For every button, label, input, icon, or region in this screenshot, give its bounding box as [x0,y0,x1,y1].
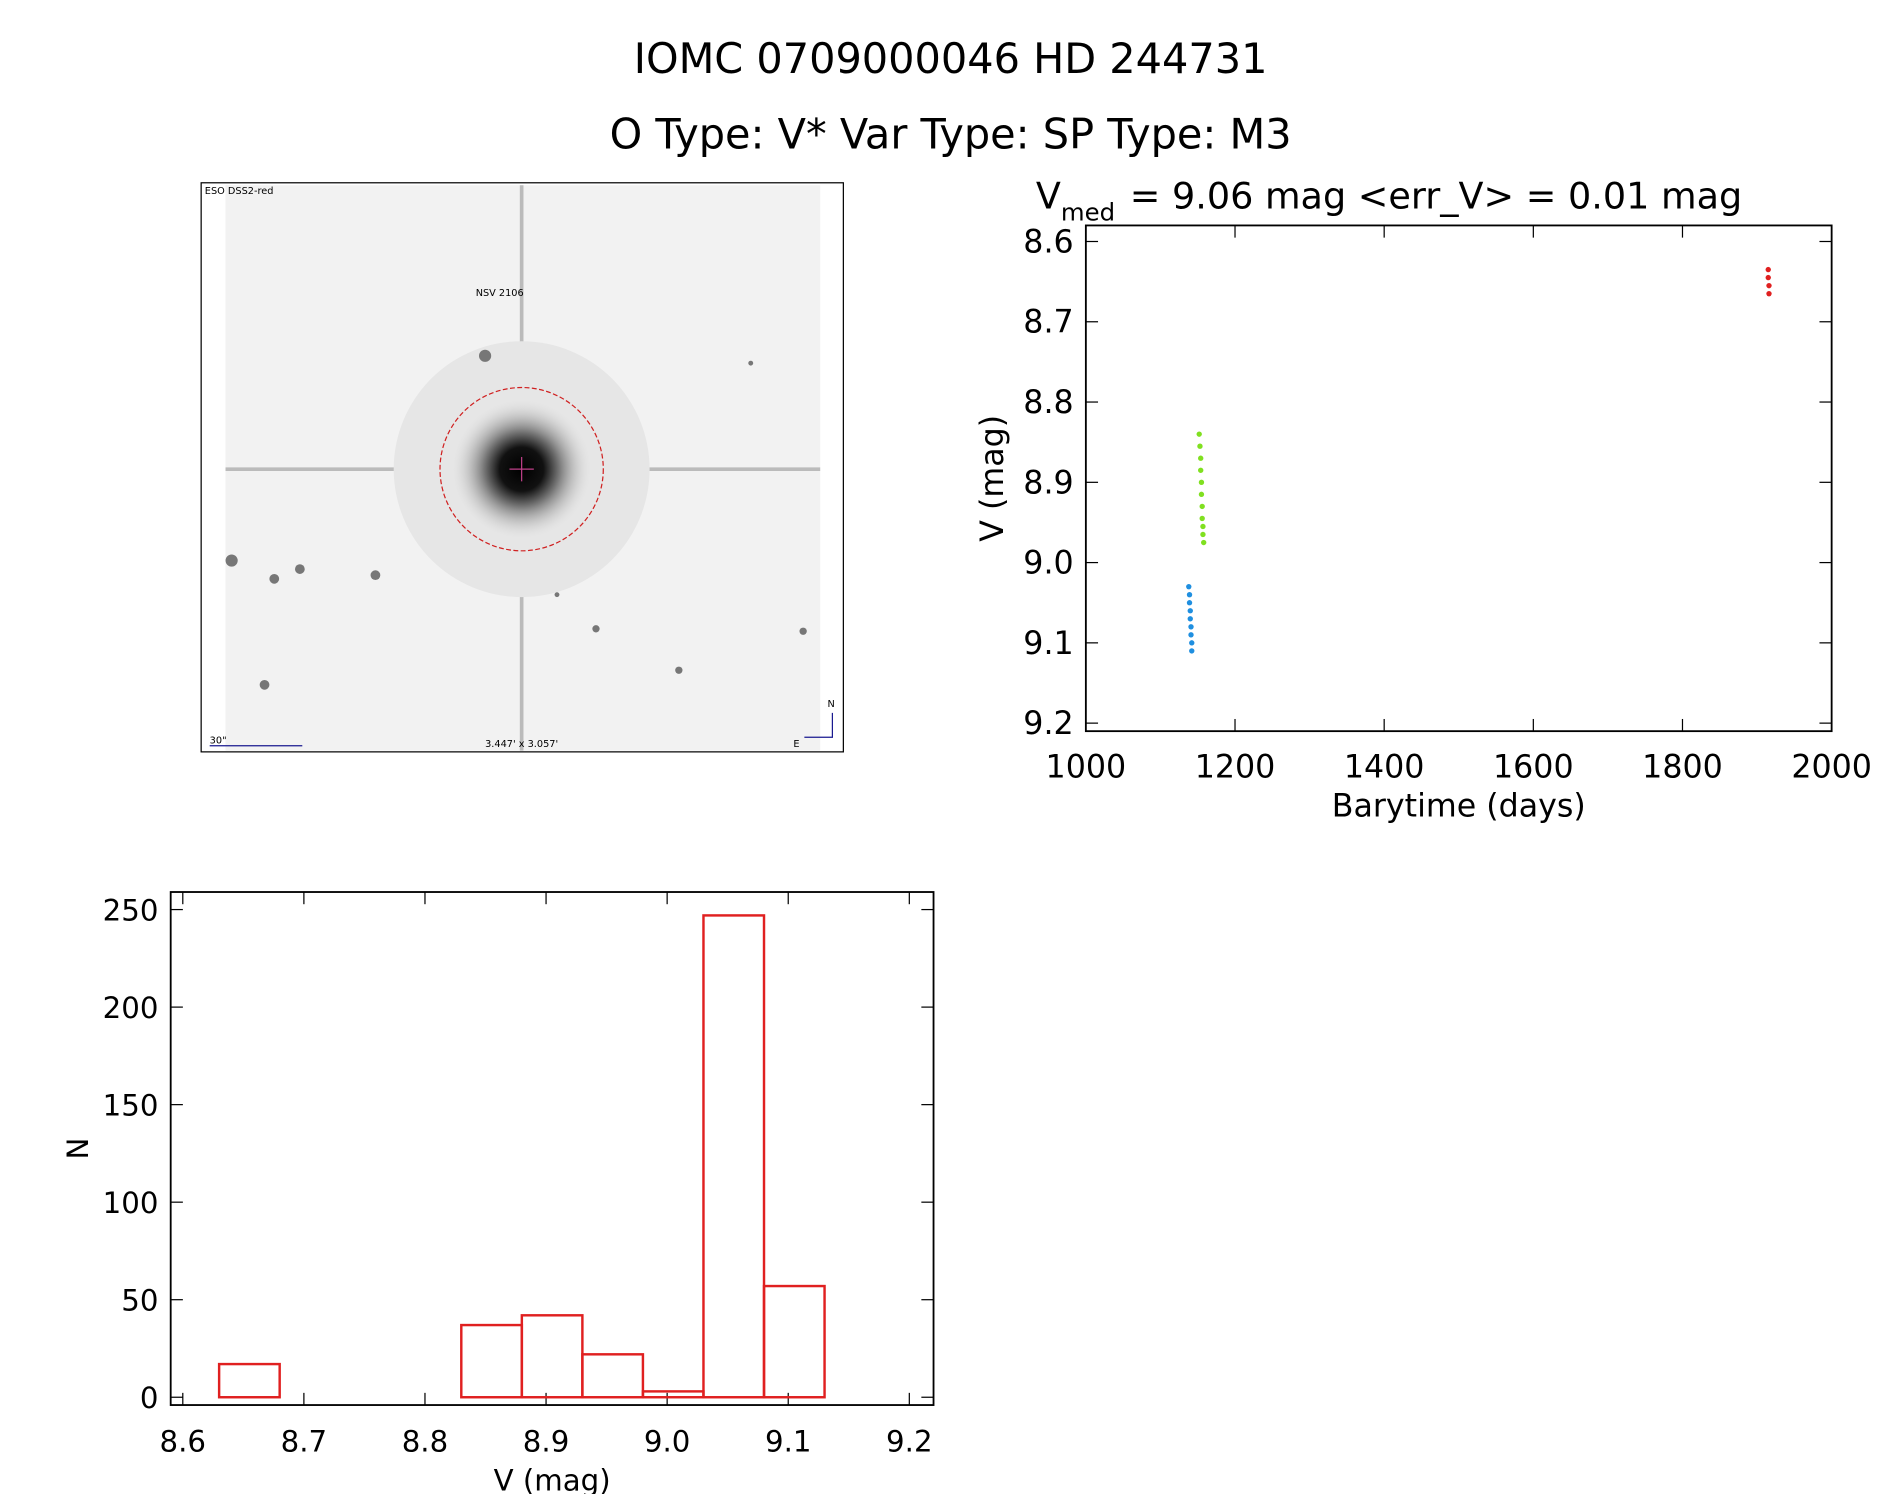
histogram-bar [217,1362,281,1399]
y-tick-label: 250 [103,894,159,928]
chart-title: Vmed = 9.06 mag <err_V> = 0.01 mag [1036,174,1742,226]
histogram-bar [641,1390,705,1399]
field-stars [225,349,807,690]
data-point [1186,600,1193,606]
histogram-bar [581,1353,645,1399]
y-axis-label: N [61,1138,95,1160]
x-tick-label: 1000 [1046,749,1127,785]
y-tick-label: 150 [103,1089,159,1123]
data-point [1186,583,1192,590]
histogram-bar [762,1284,826,1399]
data-point [1766,290,1772,297]
histogram-bar [520,1314,584,1399]
x-tick-label: 9.2 [886,1424,933,1458]
x-tick-label: 8.8 [402,1424,449,1458]
y-tick-label: 8.6 [1023,224,1073,260]
image-label: ESO DSS2-red [205,186,274,197]
y-tick-label: 8.7 [1023,305,1073,341]
data-point [1199,503,1205,510]
data-point [1189,640,1195,646]
x-tick-label: 8.6 [160,1424,207,1458]
data-point [1200,523,1206,530]
plot-frame [169,891,935,1406]
sky-image: ESO DSS2-red NSV 2106 30" 3.447' x 3.057… [200,182,844,753]
figure-title: IOMC 0709000046 HD 244731 [634,35,1268,83]
title-main: V [1036,174,1061,217]
x-tick-label: 1400 [1344,749,1425,785]
data-point [1765,266,1771,273]
y-tick-label: 8.9 [1023,465,1073,501]
x-tick-label: 1200 [1195,749,1276,785]
title-subscript: med [1061,198,1115,227]
image-label: N [828,699,835,710]
x-axis-label: V (mag) [494,1463,611,1494]
data-point [1186,592,1193,598]
x-tick-label: 1800 [1642,749,1723,785]
y-tick-label: 200 [103,991,159,1025]
data-point [1198,479,1205,485]
title-rest: = 9.06 mag <err_V> = 0.01 mag [1130,174,1743,217]
y-tick-label: 9.2 [1023,706,1073,742]
data-point [1200,531,1206,538]
y-tick-label: 9.1 [1023,626,1073,662]
data-point [1199,515,1205,522]
y-tick-label: 9.0 [1023,546,1073,582]
figure-subtitle: O Type: V* Var Type: SP Type: M3 [610,111,1292,159]
x-tick-label: 9.1 [765,1424,812,1458]
y-tick-label: 0 [140,1381,159,1415]
image-label: 3.447' x 3.057' [485,739,558,750]
x-tick-label: 8.7 [281,1424,328,1458]
y-axis-label: V (mag) [975,415,1011,542]
histogram-bar [702,914,766,1399]
data-point [1187,608,1193,614]
data-point [1765,274,1771,281]
y-tick-label: 50 [121,1284,158,1318]
histogram-bar [460,1323,524,1399]
plot-frame [1084,224,1833,733]
y-tick-label: 8.8 [1023,385,1073,421]
data-point [1187,616,1193,622]
x-axis-label: Barytime (days) [1332,788,1586,824]
x-tick-label: 9.0 [644,1424,691,1458]
image-label: 30" [210,735,227,746]
data-point [1188,632,1194,638]
y-tick-label: 100 [103,1186,159,1220]
image-label: NSV 2106 [476,288,524,299]
data-point [1201,539,1207,546]
data-point [1198,467,1204,473]
target-circle [439,386,604,552]
data-point [1766,282,1772,289]
data-point [1196,431,1202,437]
compass [804,712,833,738]
data-point [1198,491,1205,498]
data-point [1188,624,1194,630]
data-point [1198,455,1204,461]
x-tick-label: 2000 [1791,749,1872,785]
data-point [1189,648,1195,654]
data-point [1197,443,1203,449]
x-tick-label: 1600 [1493,749,1574,785]
x-tick-label: 8.9 [523,1424,570,1458]
image-label: E [793,739,799,750]
